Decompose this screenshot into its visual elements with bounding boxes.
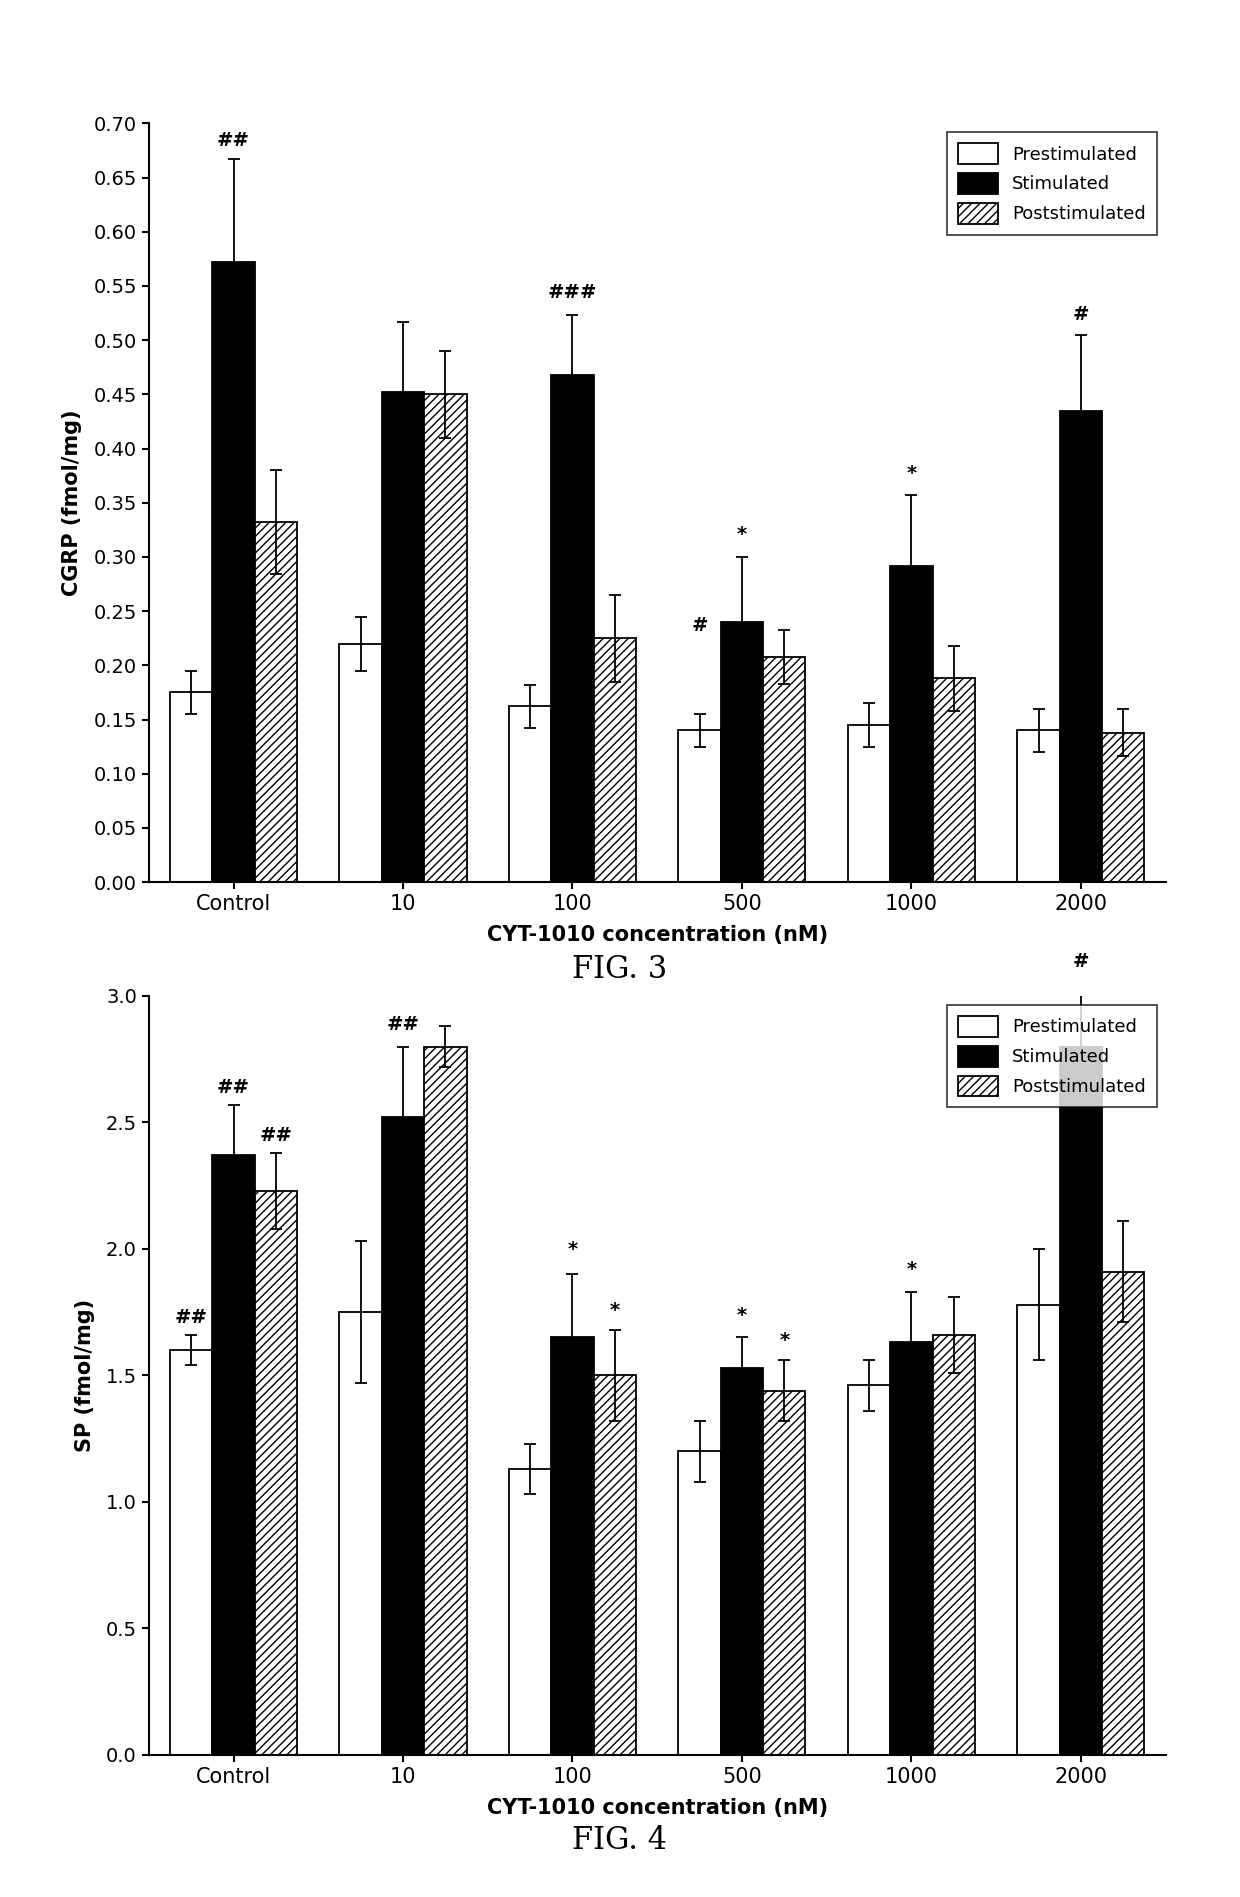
Bar — [382, 393, 424, 882]
Text: *: * — [737, 525, 746, 544]
Bar — [508, 1468, 552, 1755]
Bar — [424, 1047, 466, 1755]
Bar — [340, 643, 382, 882]
Legend: Prestimulated, Stimulated, Poststimulated: Prestimulated, Stimulated, Poststimulate… — [947, 1005, 1157, 1108]
Bar — [1102, 1271, 1145, 1755]
Text: *: * — [568, 1241, 578, 1260]
Bar — [1017, 730, 1060, 882]
Bar — [890, 565, 932, 882]
Bar — [1102, 732, 1145, 882]
Bar — [678, 730, 720, 882]
Bar — [932, 1335, 975, 1755]
Y-axis label: CGRP (fmol/mg): CGRP (fmol/mg) — [62, 410, 82, 596]
Text: ##: ## — [175, 1309, 207, 1328]
Text: #: # — [1073, 305, 1089, 324]
Bar — [552, 1337, 594, 1755]
Text: *: * — [737, 1305, 746, 1324]
Bar — [1060, 1047, 1102, 1755]
Bar — [890, 1343, 932, 1755]
Bar — [382, 1117, 424, 1755]
Bar — [720, 622, 763, 882]
Legend: Prestimulated, Stimulated, Poststimulated: Prestimulated, Stimulated, Poststimulate… — [947, 133, 1157, 235]
Bar — [720, 1368, 763, 1755]
Text: *: * — [779, 1332, 790, 1351]
Bar — [254, 1191, 298, 1755]
Bar — [170, 1351, 212, 1755]
X-axis label: CYT-1010 concentration (nM): CYT-1010 concentration (nM) — [486, 1798, 828, 1817]
Bar — [508, 706, 552, 882]
Bar — [340, 1313, 382, 1755]
Text: #: # — [1073, 952, 1089, 971]
Text: *: * — [906, 465, 916, 484]
Text: FIG. 4: FIG. 4 — [573, 1825, 667, 1855]
Bar — [678, 1451, 720, 1755]
X-axis label: CYT-1010 concentration (nM): CYT-1010 concentration (nM) — [486, 926, 828, 945]
Bar — [763, 656, 806, 882]
Bar — [594, 1375, 636, 1755]
Bar — [212, 1155, 254, 1755]
Bar — [254, 522, 298, 882]
Bar — [170, 692, 212, 882]
Bar — [1017, 1305, 1060, 1755]
Bar — [848, 1385, 890, 1755]
Text: FIG. 3: FIG. 3 — [573, 954, 667, 985]
Text: ##: ## — [387, 1015, 419, 1034]
Text: *: * — [906, 1260, 916, 1279]
Bar — [212, 262, 254, 882]
Bar — [594, 637, 636, 882]
Bar — [552, 376, 594, 882]
Text: ###: ### — [548, 283, 598, 302]
Text: ##: ## — [217, 131, 250, 150]
Bar — [424, 395, 466, 882]
Bar — [932, 679, 975, 882]
Bar — [1060, 410, 1102, 882]
Text: #: # — [692, 617, 708, 635]
Text: ##: ## — [217, 1077, 250, 1096]
Bar — [763, 1391, 806, 1755]
Bar — [848, 725, 890, 882]
Text: ##: ## — [259, 1127, 293, 1146]
Text: *: * — [610, 1301, 620, 1320]
Y-axis label: SP (fmol/mg): SP (fmol/mg) — [74, 1299, 94, 1451]
